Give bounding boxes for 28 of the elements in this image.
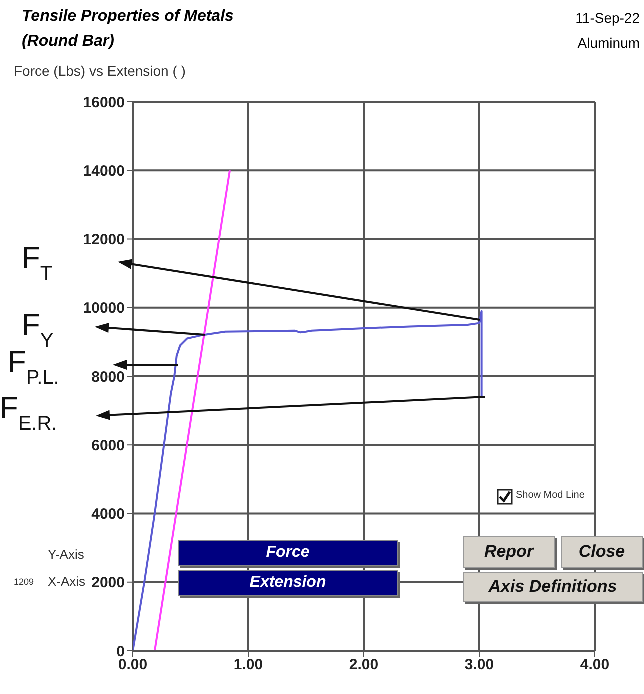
y-tick-label: 16000	[83, 94, 125, 112]
annotation: Show Mod Line	[516, 490, 585, 501]
y-tick-label: 4000	[92, 506, 125, 524]
x-tick-label: 1.00	[234, 656, 264, 674]
y-tick-label: 12000	[83, 232, 125, 249]
y-tick-label: 14000	[83, 162, 125, 180]
y-tick-label: 6000	[92, 437, 125, 454]
x-tick-label: 2.00	[349, 656, 379, 674]
y-tick-label: 10000	[83, 300, 125, 318]
x-tick-label: 4.00	[580, 656, 610, 674]
close-button: Close	[561, 536, 643, 568]
chart-title: Tensile Properties of Metals (Round Bar)	[22, 7, 234, 52]
text: 1209	[14, 577, 34, 587]
text: 11-Sep-22	[576, 9, 640, 28]
force-field: Force	[178, 540, 398, 566]
text: Y-Axis	[48, 547, 84, 562]
line-series	[133, 310, 483, 651]
text: X-Axis	[48, 574, 86, 589]
x-tick-label: 3.00	[464, 656, 494, 674]
extension-field: Extension	[178, 570, 398, 596]
y-tick-label: 2000	[92, 574, 125, 592]
text: F$_{T}$	[22, 242, 53, 285]
text: Aluminum	[576, 34, 640, 53]
report-button: Repor	[463, 536, 555, 568]
axis-definitions-button: Axis Definitions	[463, 572, 643, 602]
chart-subtitle: Force (Lbs) vs Extension ( )	[14, 63, 186, 79]
y-tick-label: 8000	[92, 368, 125, 386]
text: F$_{E.R.}$	[0, 392, 58, 435]
